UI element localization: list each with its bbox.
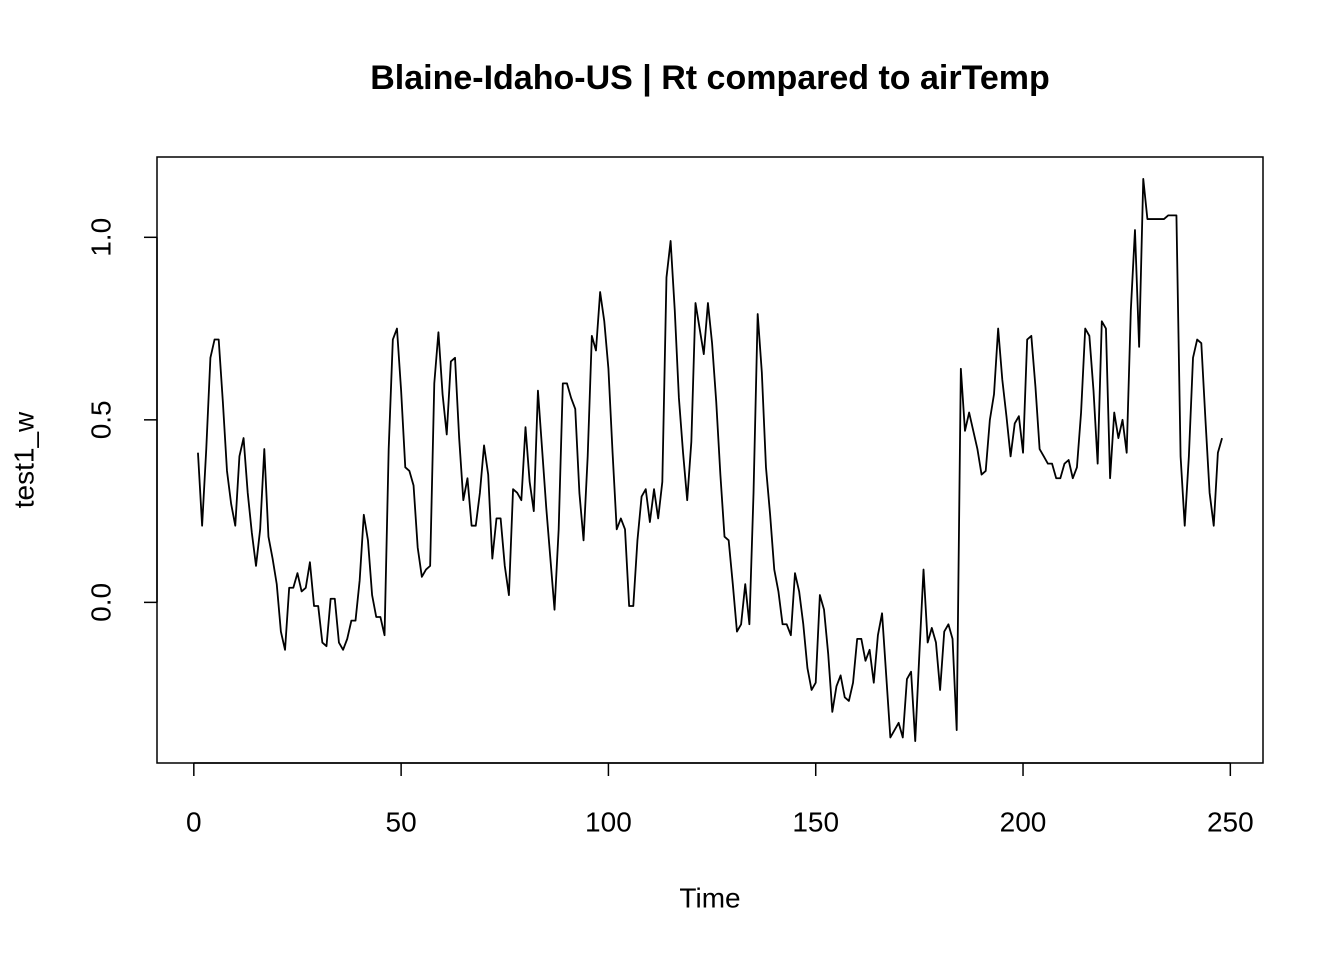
y-tick-label: 1.0 (85, 218, 116, 257)
x-tick-label: 100 (585, 806, 632, 837)
y-tick-label: 0.0 (85, 583, 116, 622)
y-tick-label: 0.5 (85, 400, 116, 439)
data-line (197, 178, 1223, 742)
x-tick-label: 50 (386, 806, 417, 837)
y-axis-title: test1_w (8, 411, 39, 508)
chart-title: Blaine-Idaho-US | Rt compared to airTemp (370, 59, 1050, 97)
x-axis-title: Time (679, 882, 740, 913)
x-tick-label: 250 (1207, 806, 1254, 837)
x-tick-label: 0 (186, 806, 202, 837)
x-tick-label: 200 (1000, 806, 1047, 837)
x-tick-label: 150 (792, 806, 839, 837)
